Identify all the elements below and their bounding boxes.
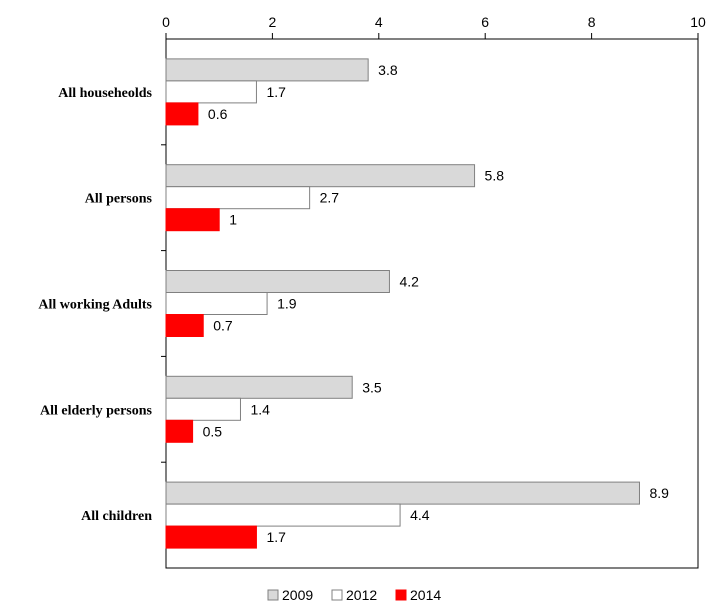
data-label: 1.9	[277, 296, 297, 312]
legend: 2009 2012 2014	[267, 587, 441, 603]
data-label: 5.8	[485, 168, 505, 184]
bar-2014	[165, 314, 204, 337]
legend-label: 2012	[346, 587, 377, 603]
category-label: All househeolds	[58, 86, 152, 101]
x-axis-ticks: 0 2 4 6 8 10	[162, 14, 706, 39]
data-label: 0.6	[208, 106, 228, 122]
data-label: 0.5	[203, 423, 223, 439]
legend-swatch-2012	[331, 589, 343, 601]
bar-2014	[165, 208, 220, 232]
bar-2012	[165, 80, 257, 104]
legend-swatch-2009	[267, 589, 279, 601]
bar-2012	[165, 292, 268, 315]
data-label: 2.7	[320, 190, 340, 206]
data-label: 1	[229, 212, 237, 228]
bar-2009	[165, 270, 390, 293]
bars: 3.8 1.7 0.6 5.8 2.7 1 4.2 1.9 0.7 3.5 1.4 0.5 8.9 4.4…	[165, 58, 669, 549]
data-label: 8.9	[649, 485, 669, 501]
bar-2009	[165, 164, 476, 188]
data-label: 1.7	[266, 84, 286, 100]
bar-2014	[165, 102, 199, 126]
bar-2014	[165, 419, 194, 443]
legend-swatch-2014	[395, 589, 407, 601]
data-label: 3.8	[378, 62, 398, 78]
category-label: All persons	[85, 192, 153, 207]
x-tick-label: 10	[690, 14, 706, 30]
legend-label: 2009	[282, 587, 313, 603]
x-tick-label: 6	[481, 14, 489, 30]
category-label: All working Adults	[38, 298, 152, 313]
category-labels: All househeolds All persons All working Ad…	[38, 86, 166, 524]
bar-2009	[165, 58, 369, 82]
data-label: 4.4	[410, 507, 430, 523]
category-label: All elderly persons	[40, 403, 153, 418]
legend-label: 2014	[410, 587, 441, 603]
bar-2014	[165, 525, 257, 549]
data-label: 0.7	[213, 318, 233, 334]
x-tick-label: 4	[375, 14, 383, 30]
data-label: 1.7	[266, 529, 286, 545]
data-label: 1.4	[250, 401, 270, 417]
bar-2012	[165, 397, 241, 421]
data-label: 4.2	[399, 274, 419, 290]
bar-2009	[165, 375, 353, 399]
category-label: All children	[81, 509, 152, 524]
bar-2009	[165, 481, 640, 505]
bar-2012	[165, 186, 311, 210]
bar-2012	[165, 503, 401, 527]
data-label: 3.5	[362, 379, 382, 395]
x-tick-label: 8	[588, 14, 596, 30]
x-tick-label: 0	[162, 14, 170, 30]
x-tick-label: 2	[269, 14, 277, 30]
